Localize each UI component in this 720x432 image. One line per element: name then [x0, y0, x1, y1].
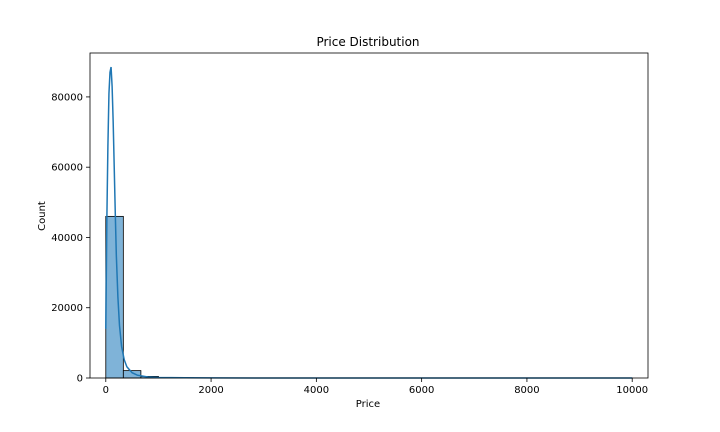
- histogram-bar-0: [105, 215, 124, 379]
- x-tick-label: 2000: [198, 385, 223, 396]
- y-tick-label: 40000: [51, 233, 83, 244]
- x-axis-ticks: 0 2000 4000 6000 8000 10000: [103, 378, 648, 396]
- x-tick-label: 6000: [409, 385, 434, 396]
- y-tick-label: 20000: [51, 303, 83, 314]
- x-tick-label: 4000: [304, 385, 329, 396]
- kde-line: [105, 66, 633, 379]
- plot-frame: [89, 52, 649, 379]
- x-axis-label: Price: [356, 399, 380, 410]
- kde-line-group: [105, 66, 633, 379]
- x-tick-label: 10000: [616, 385, 648, 396]
- histogram-bars: [105, 215, 633, 379]
- y-tick-label: 0: [77, 374, 83, 385]
- x-tick-label: 8000: [514, 385, 539, 396]
- y-tick-label: 60000: [51, 163, 83, 174]
- y-axis-ticks: 0 20000 40000 60000 80000: [51, 92, 90, 385]
- y-axis-label: Count: [37, 201, 48, 231]
- chart-title: Price Distribution: [316, 35, 419, 49]
- x-tick-label: 0: [103, 385, 109, 396]
- y-tick-label: 80000: [51, 92, 83, 103]
